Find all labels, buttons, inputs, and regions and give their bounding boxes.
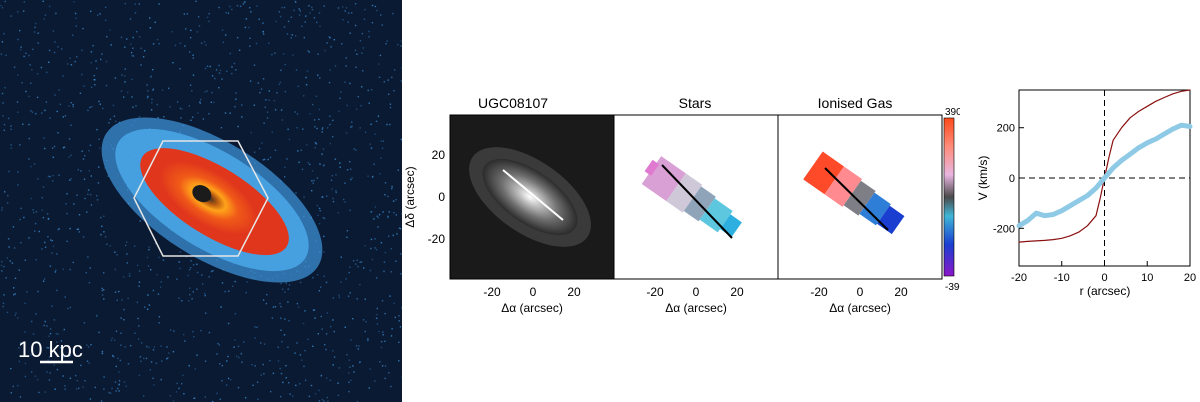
map-panel-image: UGC08107 bbox=[449, 95, 615, 280]
map-panel-gas: Ionised Gas bbox=[777, 95, 943, 280]
series-line-stars bbox=[1016, 122, 1193, 229]
colorbar-max: 390 bbox=[945, 107, 960, 118]
map-x-tick: 0 bbox=[857, 285, 864, 299]
x-tick-label: 0 bbox=[1101, 272, 1107, 284]
x-tick-label: -10 bbox=[1054, 272, 1070, 284]
map-x-tick: -20 bbox=[483, 285, 501, 299]
map-x-tick: 20 bbox=[730, 285, 744, 299]
ifu-footprint-hexagon bbox=[133, 140, 269, 257]
scale-bar-label: 10 kpc bbox=[18, 337, 83, 362]
map-y-label: Δδ (arcsec) bbox=[403, 166, 417, 227]
x-axis-label: r (arcsec) bbox=[1080, 284, 1131, 298]
y-axis-label: V (km/s) bbox=[976, 156, 990, 201]
map-y-axis: 20 0 -20 Δδ (arcsec) bbox=[403, 148, 445, 246]
map-x-tick: -20 bbox=[810, 285, 828, 299]
y-tick-label: 200 bbox=[997, 123, 1015, 135]
rotation-curve-chart: -20 -10 0 10 20 -200 0 200 r (arcsec) V (km/s) bbox=[976, 89, 1196, 298]
y-tick-label: 0 bbox=[1009, 173, 1015, 185]
map-x-tick: 20 bbox=[567, 285, 581, 299]
map-x-label: Δα (arcsec) bbox=[829, 301, 891, 315]
map-x-axis: -20 0 20 Δα (arcsec) -20 0 20 Δα (arcsec… bbox=[483, 285, 908, 315]
colorbar-min: -390 bbox=[945, 282, 960, 293]
map-x-tick: -20 bbox=[646, 285, 664, 299]
map-x-tick: 20 bbox=[894, 285, 908, 299]
galaxy-image: 10 kpc bbox=[0, 0, 402, 402]
map-title-image: UGC08107 bbox=[478, 95, 548, 111]
map-title-gas: Ionised Gas bbox=[818, 95, 893, 111]
map-y-tick: 20 bbox=[432, 148, 446, 162]
map-x-tick: 0 bbox=[693, 285, 700, 299]
map-title-stars: Stars bbox=[679, 95, 712, 111]
map-x-label: Δα (arcsec) bbox=[665, 301, 727, 315]
map-x-label: Δα (arcsec) bbox=[501, 301, 563, 315]
x-tick-label: 20 bbox=[1184, 272, 1196, 284]
slit-line bbox=[502, 169, 564, 221]
map-y-tick: -20 bbox=[428, 232, 446, 246]
map-y-tick: 0 bbox=[438, 190, 445, 204]
x-tick-label: 10 bbox=[1141, 272, 1153, 284]
kinematic-maps: UGC08107 Stars Ionised Gas bbox=[403, 95, 960, 315]
map-panel-stars: Stars bbox=[613, 95, 779, 280]
map-x-tick: 0 bbox=[530, 285, 537, 299]
velocity-colorbar: 390 -390 bbox=[943, 107, 960, 293]
y-tick-label: -200 bbox=[993, 223, 1015, 235]
x-tick-label: -20 bbox=[1011, 272, 1027, 284]
